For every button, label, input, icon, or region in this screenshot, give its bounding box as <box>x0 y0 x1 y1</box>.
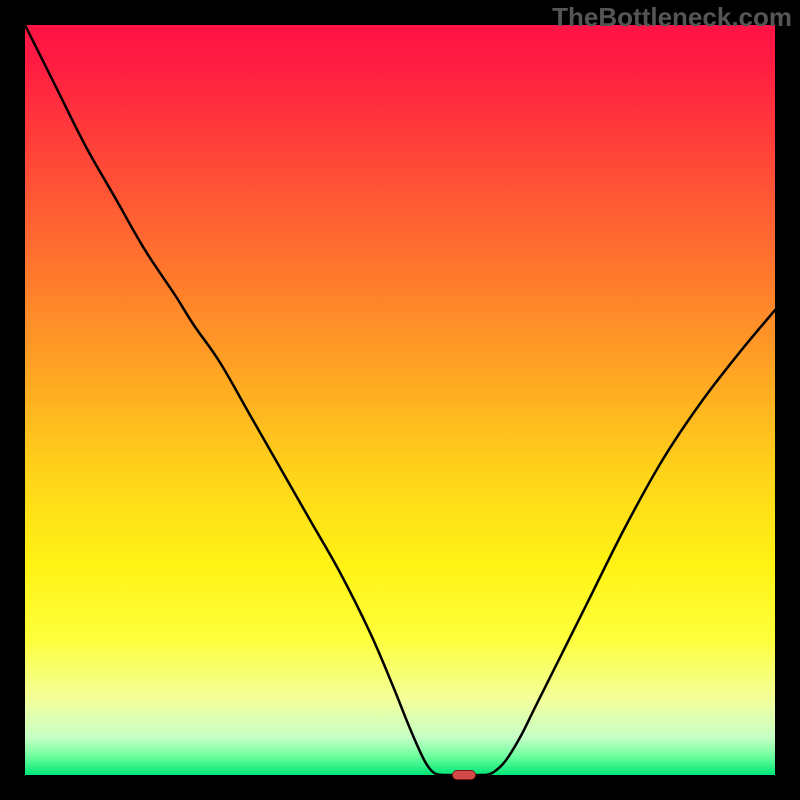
plot-area <box>25 25 775 775</box>
watermark-text: TheBottleneck.com <box>552 2 792 33</box>
left-curve <box>25 25 441 775</box>
curves-svg <box>25 25 775 775</box>
right-curve <box>486 310 775 775</box>
minimum-marker <box>452 770 476 780</box>
chart-container: TheBottleneck.com <box>0 0 800 800</box>
